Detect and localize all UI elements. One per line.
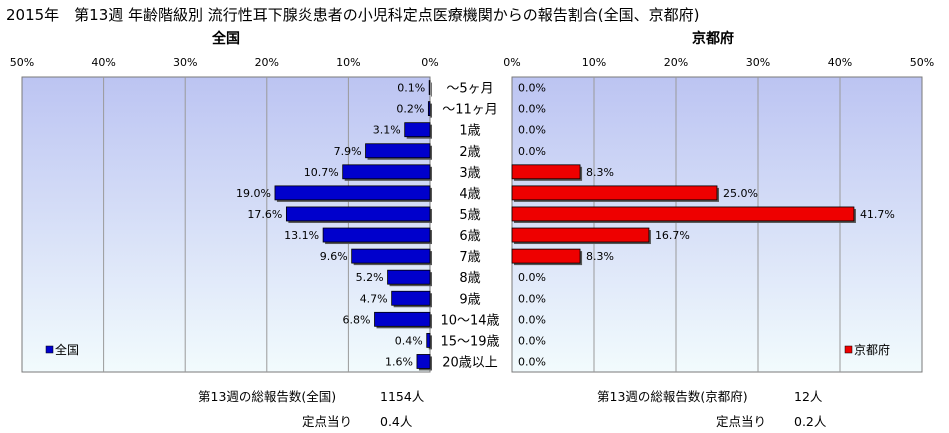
national-tick-label: 10% <box>336 56 360 69</box>
national-data-label: 0.4% <box>395 334 423 347</box>
national-bar <box>274 185 431 201</box>
national-data-label: 4.7% <box>360 292 388 305</box>
kyoto-data-label: 0.0% <box>518 292 546 305</box>
national-tick-label: 50% <box>10 56 34 69</box>
national-tick-label: 20% <box>255 56 279 69</box>
kyoto-data-label: 25.0% <box>723 187 758 200</box>
age-category-label: 7歳 <box>459 250 480 265</box>
kyoto-data-label: 0.0% <box>518 355 546 368</box>
kyoto-bar <box>511 164 581 180</box>
age-category-label: 〜11ヶ月 <box>442 103 498 118</box>
national-total-value: 1154人 <box>380 389 425 404</box>
age-category-label: 9歳 <box>459 292 480 307</box>
kyoto-per-value: 0.2人 <box>794 414 827 429</box>
age-category-labels: 〜5ヶ月〜11ヶ月 1歳 2歳 3歳 4歳 5歳 6歳 7歳 8歳 9歳 10〜14歳 15〜19歳 2… <box>440 82 499 371</box>
national-bar <box>342 164 431 180</box>
national-bar <box>374 311 431 327</box>
national-bar <box>387 269 431 285</box>
national-tick-label: 40% <box>91 56 115 69</box>
national-bar <box>426 332 431 348</box>
kyoto-panel-title: 京都府 <box>692 31 734 47</box>
national-per-label: 定点当り <box>302 414 353 429</box>
national-data-label: 19.0% <box>236 187 271 200</box>
kyoto-data-label: 0.0% <box>518 271 546 284</box>
kyoto-tick-label: 0% <box>503 56 520 69</box>
national-data-label: 9.6% <box>320 250 348 263</box>
kyoto-data-label: 8.3% <box>586 250 614 263</box>
national-bar <box>322 227 431 243</box>
kyoto-tick-label: 10% <box>582 56 606 69</box>
kyoto-per-label: 定点当り <box>716 414 767 429</box>
national-bar-shadow <box>430 103 432 118</box>
national-bar <box>365 143 431 159</box>
kyoto-data-label: 0.0% <box>518 82 546 95</box>
kyoto-bar <box>511 206 855 222</box>
national-data-label: 1.6% <box>385 355 413 368</box>
kyoto-tick-label: 20% <box>664 56 688 69</box>
age-category-label: 10〜14歳 <box>440 313 499 328</box>
national-bar <box>428 80 431 95</box>
age-category-label: 4歳 <box>459 187 480 202</box>
national-data-label: 0.1% <box>397 82 425 95</box>
kyoto-data-label: 16.7% <box>655 229 690 242</box>
age-category-label: 〜5ヶ月 <box>446 82 493 97</box>
age-category-label: 8歳 <box>459 271 480 286</box>
national-data-label: 6.8% <box>343 313 371 326</box>
national-per-value: 0.4人 <box>380 414 413 429</box>
national-data-label: 10.7% <box>304 166 339 179</box>
national-total-label: 第13週の総報告数(全国) <box>198 389 337 404</box>
age-category-label: 3歳 <box>459 166 480 181</box>
kyoto-data-label: 0.0% <box>518 103 546 116</box>
national-data-label: 7.9% <box>334 145 362 158</box>
kyoto-data-label: 8.3% <box>586 166 614 179</box>
national-legend-swatch <box>45 345 54 354</box>
national-chart: 50% 40% 30% 20% 10% 0% 0.1% 0.2% 3.1% 7.9% 10.7% 19… <box>10 56 439 373</box>
national-data-label: 13.1% <box>284 229 319 242</box>
kyoto-tick-label: 30% <box>746 56 770 69</box>
age-category-label: 6歳 <box>459 229 480 244</box>
age-category-label: 2歳 <box>459 145 480 160</box>
kyoto-bar <box>511 227 650 243</box>
national-bar <box>404 122 431 138</box>
kyoto-bar <box>511 185 718 201</box>
kyoto-data-label: 0.0% <box>518 145 546 158</box>
national-data-label: 5.2% <box>356 271 384 284</box>
kyoto-tick-label: 40% <box>828 56 852 69</box>
national-bar-shadow <box>431 82 432 97</box>
national-bar <box>351 248 431 264</box>
kyoto-chart: 0% 10% 20% 30% 40% 50% 0.0% 0.0% 0.0% 0.0% 8.3% 25.… <box>503 56 934 373</box>
kyoto-legend-label: 京都府 <box>854 342 890 357</box>
age-category-label: 15〜19歳 <box>440 334 499 349</box>
national-bar <box>285 206 431 222</box>
national-data-label: 0.2% <box>396 103 424 116</box>
kyoto-plot-background <box>511 76 923 373</box>
national-bar <box>391 290 431 306</box>
national-plot-background <box>21 76 431 373</box>
national-legend-label: 全国 <box>55 342 79 357</box>
age-category-label: 20歳以上 <box>442 355 498 370</box>
national-tick-label: 30% <box>173 56 197 69</box>
kyoto-total-value: 12人 <box>794 389 823 404</box>
national-bar <box>416 354 431 369</box>
national-data-label: 3.1% <box>373 124 401 137</box>
kyoto-data-label: 41.7% <box>860 208 895 221</box>
kyoto-total-label: 第13週の総報告数(京都府) <box>597 389 748 404</box>
national-data-label: 17.6% <box>247 208 282 221</box>
kyoto-data-label: 0.0% <box>518 334 546 347</box>
kyoto-data-label: 0.0% <box>518 124 546 137</box>
kyoto-data-label: 0.0% <box>518 313 546 326</box>
kyoto-legend-swatch <box>844 345 853 354</box>
national-bar <box>427 101 431 117</box>
kyoto-bar <box>511 248 581 264</box>
national-tick-label: 0% <box>421 56 438 69</box>
kyoto-tick-label: 50% <box>910 56 934 69</box>
age-category-label: 5歳 <box>459 208 480 223</box>
national-panel-title: 全国 <box>212 31 240 47</box>
age-category-label: 1歳 <box>459 124 480 139</box>
chart-title: 2015年 第13週 年齢階級別 流行性耳下腺炎患者の小児科定点医療機関からの報… <box>6 6 700 24</box>
